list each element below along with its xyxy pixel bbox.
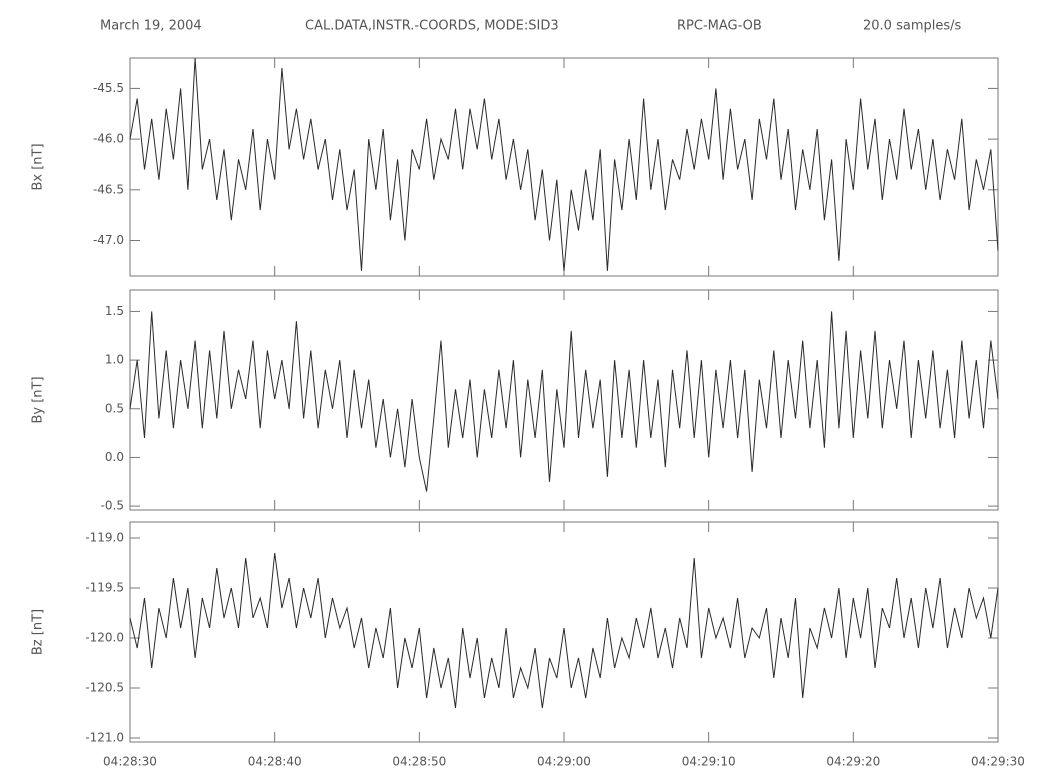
- y-tick-label: 1.0: [105, 353, 124, 367]
- y-tick-label: -47.0: [93, 233, 124, 247]
- y-tick-label: 0.0: [105, 450, 124, 464]
- x-tick-label: 04:28:40: [248, 755, 302, 769]
- y-axis-title: Bz [nT]: [31, 609, 46, 655]
- y-tick-label: -119.0: [85, 531, 124, 545]
- x-tick-label: 04:28:50: [392, 755, 446, 769]
- y-tick-label: -120.0: [85, 631, 124, 645]
- plot-frame: [129, 289, 999, 511]
- x-tick-label: 04:29:10: [682, 755, 736, 769]
- x-tick-label: 04:29:30: [971, 755, 1025, 769]
- y-tick-label: -45.5: [93, 81, 124, 95]
- data-line: [129, 552, 999, 709]
- x-tick-label: 04:29:00: [537, 755, 591, 769]
- y-tick-label: -121.0: [85, 731, 124, 745]
- y-tick-label: -120.5: [85, 681, 124, 695]
- y-tick-label: -46.5: [93, 182, 124, 196]
- date: March 19, 2004: [100, 19, 202, 34]
- sample-rate: 20.0 samples/s: [863, 19, 961, 34]
- data-line: [129, 57, 999, 271]
- y-tick-label: 0.5: [105, 401, 124, 415]
- y-axis-title: Bx [nT]: [31, 143, 46, 190]
- y-tick-label: -119.5: [85, 581, 124, 595]
- y-axis-title: By [nT]: [31, 376, 46, 423]
- y-tick-label: -46.0: [93, 132, 124, 146]
- x-tick-label: 04:29:20: [826, 755, 880, 769]
- y-tick-label: -0.5: [101, 499, 124, 513]
- instrument: RPC-MAG-OB: [677, 19, 762, 34]
- y-tick-label: 1.5: [105, 304, 124, 318]
- x-tick-label: 04:28:30: [103, 755, 157, 769]
- data-line: [129, 311, 999, 492]
- chart-title: CAL.DATA,INSTR.-COORDS, MODE:SID3: [305, 19, 559, 34]
